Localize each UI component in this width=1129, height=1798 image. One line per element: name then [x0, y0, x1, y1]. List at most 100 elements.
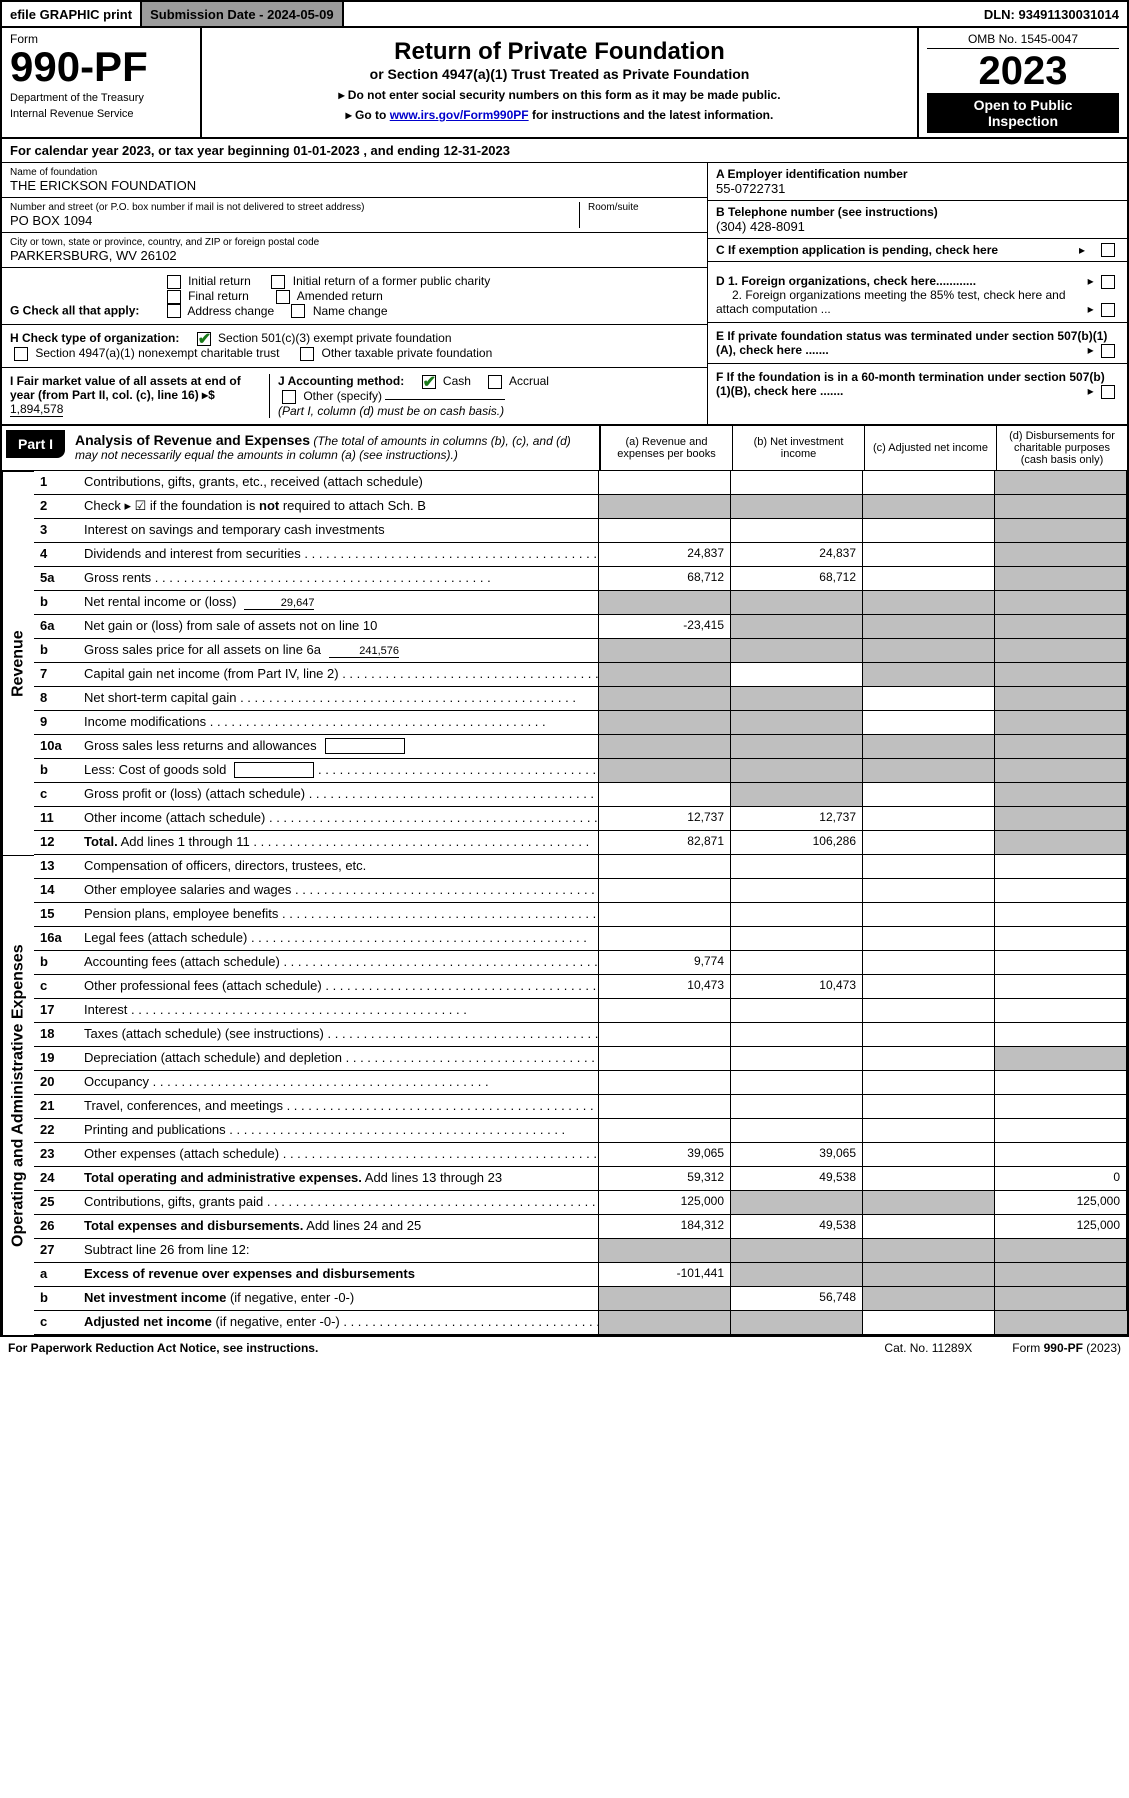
- amount-cell: [863, 711, 995, 735]
- line-desc: Gross sales less returns and allowances: [78, 735, 599, 759]
- footer-left: For Paperwork Reduction Act Notice, see …: [8, 1341, 318, 1355]
- name-block: Name of foundation THE ERICKSON FOUNDATI…: [2, 163, 707, 198]
- amount-cell: [995, 735, 1127, 759]
- open-public: Open to Public Inspection: [927, 93, 1119, 133]
- line-number: c: [34, 1311, 78, 1335]
- line-desc: Travel, conferences, and meetings: [78, 1095, 599, 1119]
- irs-link[interactable]: www.irs.gov/Form990PF: [390, 108, 529, 122]
- amount-cell: 24,837: [731, 543, 863, 567]
- d1-checkbox[interactable]: [1101, 275, 1115, 289]
- line-number: 26: [34, 1215, 78, 1239]
- line-number: b: [34, 591, 78, 615]
- entity-right: A Employer identification number 55-0722…: [707, 163, 1127, 268]
- amount-cell: 106,286: [731, 831, 863, 855]
- j-cash-checkbox[interactable]: [422, 375, 436, 389]
- addr-value: PO BOX 1094: [10, 213, 579, 228]
- col-d: (d) Disbursements for charitable purpose…: [996, 426, 1127, 470]
- line-desc: Occupancy: [78, 1071, 599, 1095]
- amount-cell: [599, 639, 731, 663]
- amount-cell: [731, 615, 863, 639]
- g-initial-checkbox[interactable]: [167, 275, 181, 289]
- def-right: D 1. Foreign organizations, check here..…: [707, 268, 1127, 424]
- amount-cell: 10,473: [599, 975, 731, 999]
- g-address-checkbox[interactable]: [167, 304, 181, 318]
- amount-cell: -101,441: [599, 1263, 731, 1287]
- addr-block: Number and street (or P.O. box number if…: [2, 198, 707, 233]
- amount-cell: [863, 1119, 995, 1143]
- note-goto: ▸ Go to www.irs.gov/Form990PF for instru…: [210, 108, 909, 122]
- amount-cell: [995, 591, 1127, 615]
- amount-cell: [599, 495, 731, 519]
- amount-cell: 125,000: [599, 1191, 731, 1215]
- amount-cell: [863, 1095, 995, 1119]
- j-other-checkbox[interactable]: [282, 390, 296, 404]
- city-value: PARKERSBURG, WV 26102: [10, 248, 699, 263]
- h-label: H Check type of organization:: [10, 331, 179, 345]
- amount-cell: [863, 1047, 995, 1071]
- line-desc: Compensation of officers, directors, tru…: [78, 855, 599, 879]
- amount-cell: 39,065: [731, 1143, 863, 1167]
- amount-cell: [731, 687, 863, 711]
- g-name-checkbox[interactable]: [291, 304, 305, 318]
- c-checkbox[interactable]: [1101, 243, 1115, 257]
- f-checkbox[interactable]: [1101, 385, 1115, 399]
- line-number: 16a: [34, 927, 78, 951]
- line-number: 1: [34, 471, 78, 495]
- g-initial-former: Initial return of a former public charit…: [293, 274, 490, 288]
- d2-label: 2. Foreign organizations meeting the 85%…: [716, 288, 1066, 316]
- form-header: Form 990-PF Department of the Treasury I…: [0, 28, 1129, 139]
- line-desc: Capital gain net income (from Part IV, l…: [78, 663, 599, 687]
- amount-cell: [599, 903, 731, 927]
- amount-cell: [995, 783, 1127, 807]
- line-number: 9: [34, 711, 78, 735]
- amount-cell: [995, 1095, 1127, 1119]
- ein-value: 55-0722731: [716, 181, 1119, 196]
- h-501c3-checkbox[interactable]: [197, 332, 211, 346]
- line-desc: Total operating and administrative expen…: [78, 1167, 599, 1191]
- city-label: City or town, state or province, country…: [10, 237, 699, 248]
- amount-cell: 68,712: [731, 567, 863, 591]
- amount-cell: [863, 1143, 995, 1167]
- amount-cell: 39,065: [599, 1143, 731, 1167]
- amount-cell: [731, 927, 863, 951]
- line-number: 12: [34, 831, 78, 855]
- g-initial-former-checkbox[interactable]: [271, 275, 285, 289]
- room-label: Room/suite: [588, 202, 699, 213]
- amount-cell: [599, 1023, 731, 1047]
- h-row: H Check type of organization: Section 50…: [2, 325, 707, 368]
- h-other-checkbox[interactable]: [300, 347, 314, 361]
- amount-cell: [995, 855, 1127, 879]
- line-number: 24: [34, 1167, 78, 1191]
- g-row: G Check all that apply: Initial return I…: [2, 268, 707, 325]
- amount-cell: [731, 951, 863, 975]
- amount-cell: [995, 663, 1127, 687]
- line-desc: Less: Cost of goods sold: [78, 759, 599, 783]
- j-accrual-checkbox[interactable]: [488, 375, 502, 389]
- amount-cell: [863, 1023, 995, 1047]
- amount-cell: [731, 1263, 863, 1287]
- ein-block: A Employer identification number 55-0722…: [708, 163, 1127, 201]
- line-desc: Other employee salaries and wages: [78, 879, 599, 903]
- amount-cell: [599, 591, 731, 615]
- line-desc: Contributions, gifts, grants, etc., rece…: [78, 471, 599, 495]
- amount-cell: 82,871: [599, 831, 731, 855]
- amount-cell: 0: [995, 1167, 1127, 1191]
- line-desc: Pension plans, employee benefits: [78, 903, 599, 927]
- expenses-side-label: Operating and Administrative Expenses: [2, 855, 34, 1335]
- amount-cell: [995, 903, 1127, 927]
- g-amended-checkbox[interactable]: [276, 290, 290, 304]
- h-4947-checkbox[interactable]: [14, 347, 28, 361]
- h-501c3: Section 501(c)(3) exempt private foundat…: [218, 331, 451, 345]
- amount-cell: [863, 615, 995, 639]
- amount-cell: [863, 1167, 995, 1191]
- e-checkbox[interactable]: [1101, 344, 1115, 358]
- line-desc: Gross sales price for all assets on line…: [78, 639, 599, 663]
- d2-checkbox[interactable]: [1101, 303, 1115, 317]
- amount-cell: 68,712: [599, 567, 731, 591]
- g-final-checkbox[interactable]: [167, 290, 181, 304]
- line-number: b: [34, 759, 78, 783]
- amount-cell: [863, 639, 995, 663]
- amount-cell: [863, 735, 995, 759]
- line-number: 15: [34, 903, 78, 927]
- line-desc: Net short-term capital gain: [78, 687, 599, 711]
